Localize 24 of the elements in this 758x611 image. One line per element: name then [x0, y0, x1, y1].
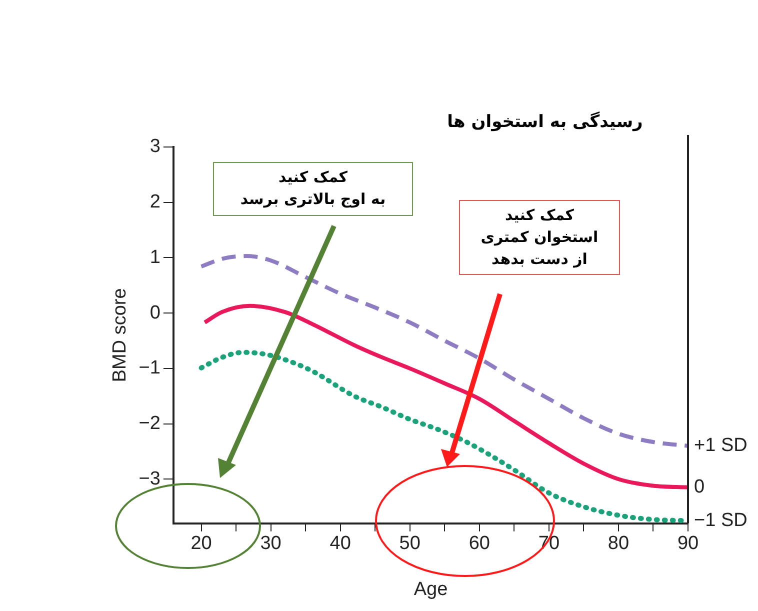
x-tick-label: 50 — [399, 533, 420, 554]
y-tick-label: 2 — [150, 192, 160, 213]
x-tick-label: 80 — [608, 533, 630, 554]
chart-title: رسیدگی به استخوان ها — [446, 112, 644, 132]
x-tick-label: 40 — [330, 533, 351, 554]
x-tick-label: 60 — [468, 533, 490, 554]
annotation: کمک کنید استخوان کمتری از دست بدهد — [459, 200, 620, 276]
x-tick-label: 20 — [190, 533, 212, 554]
x-axis-title: Age — [414, 578, 448, 600]
series-label: 0 — [694, 476, 705, 498]
y-tick-label: −1 — [138, 358, 160, 379]
annotation: کمک کنید به اوج بالاتری برسد — [213, 162, 413, 216]
series-label: −1 SD — [694, 510, 748, 531]
y-tick-label: 3 — [150, 136, 160, 158]
line-series — [202, 304, 688, 490]
y-axis-title: BMD score — [110, 288, 131, 382]
y-tick-label: −3 — [138, 468, 160, 490]
x-tick-label: 30 — [260, 533, 282, 554]
y-tick-label: 1 — [150, 246, 160, 268]
series-label: +1 SD — [694, 435, 748, 456]
y-tick-label: 0 — [150, 302, 160, 324]
line-series — [199, 254, 688, 448]
y-tick-label: −2 — [138, 413, 160, 434]
x-tick-label: 90 — [677, 533, 699, 554]
